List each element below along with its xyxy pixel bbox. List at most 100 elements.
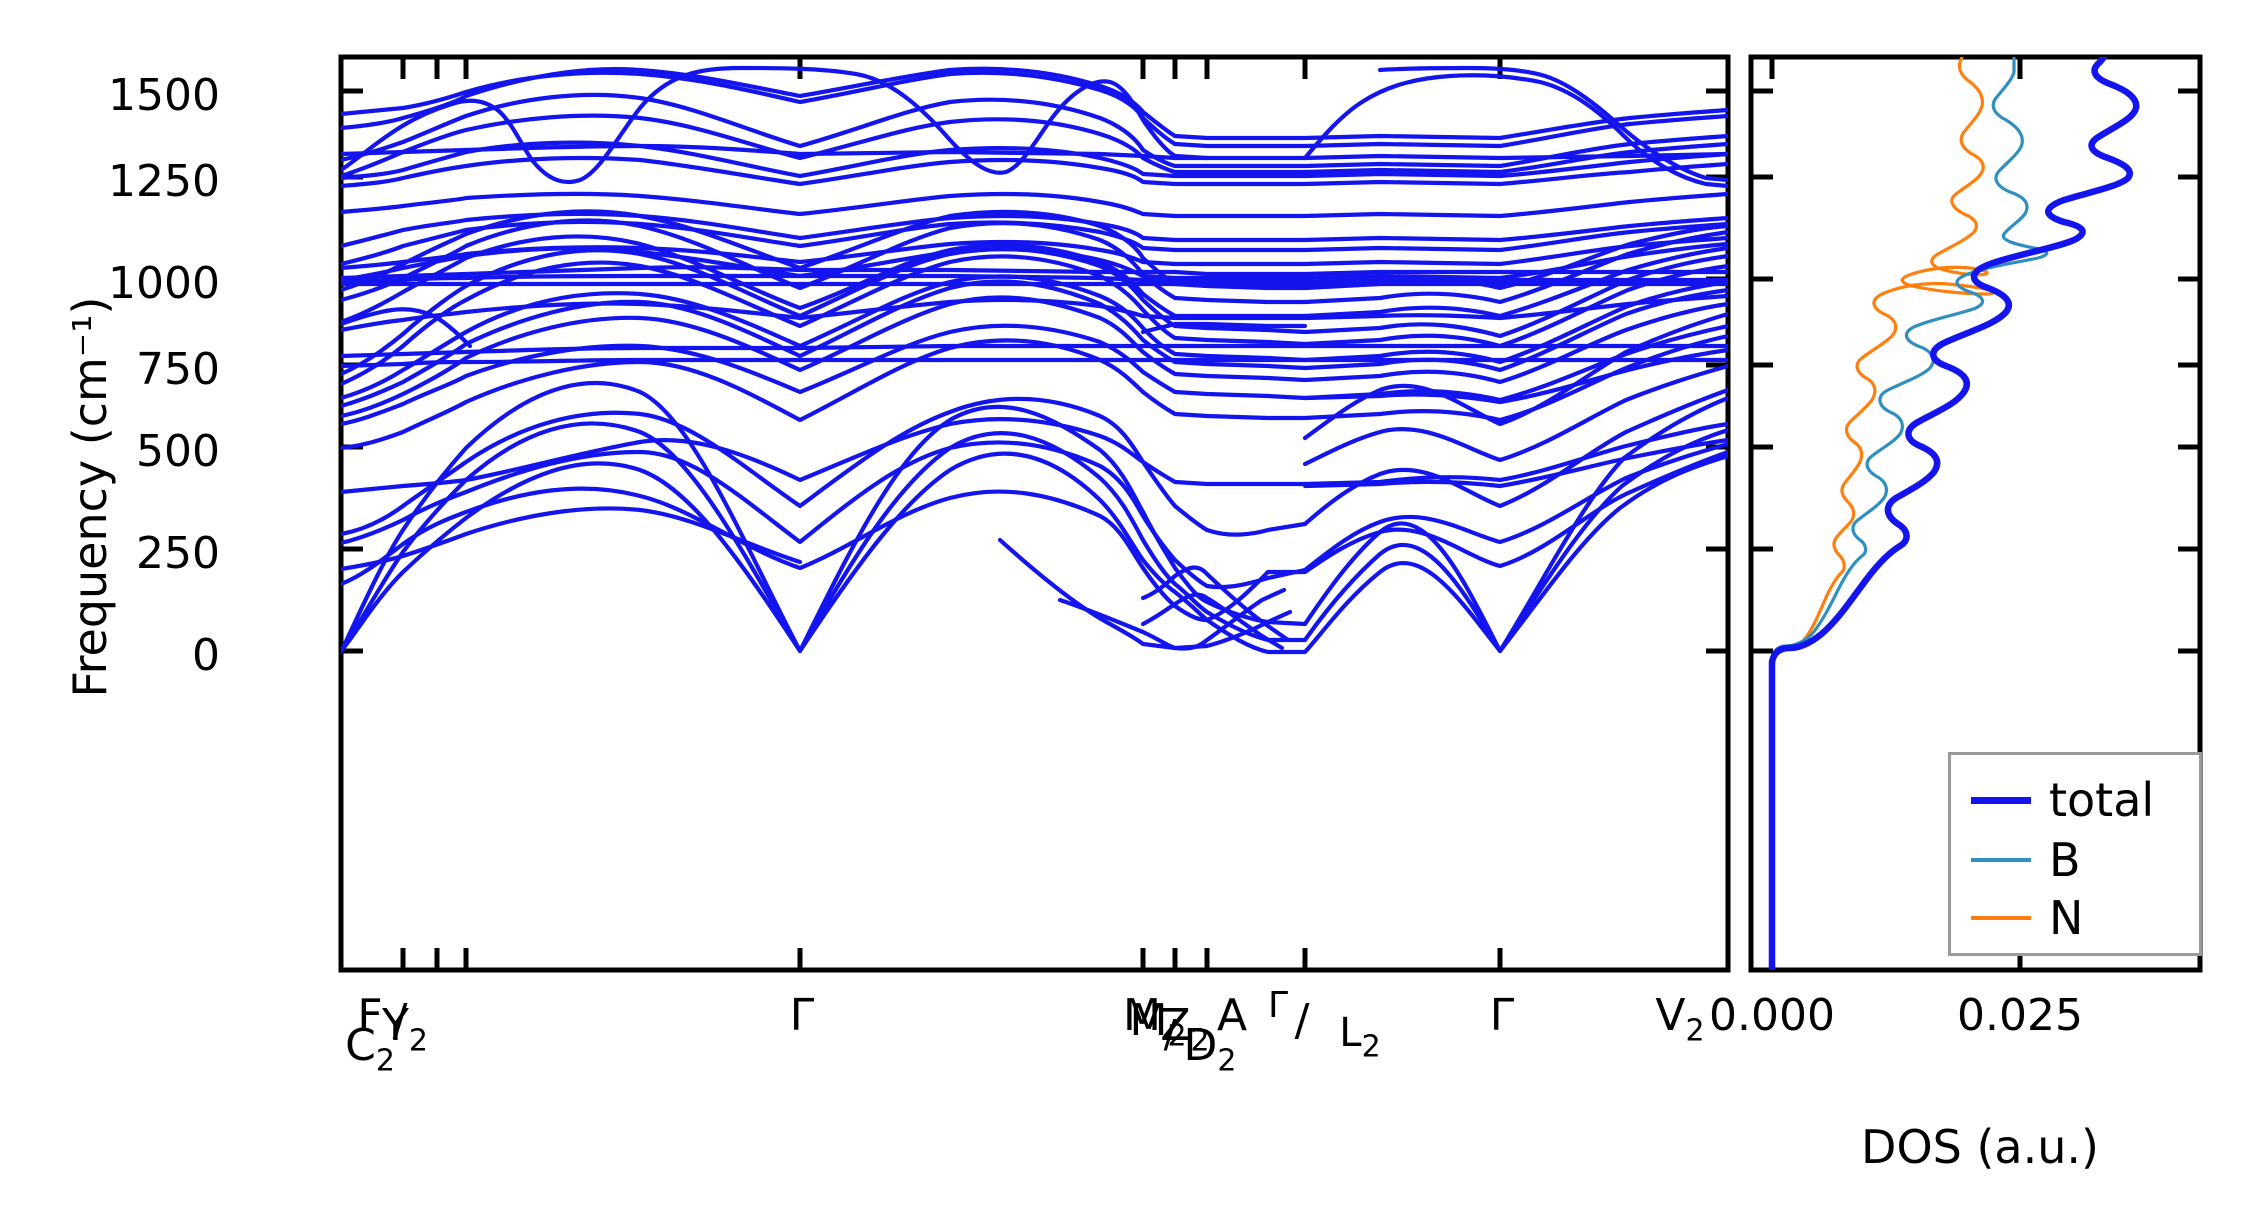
- x-tick-main-gamma-1: Γ: [789, 990, 815, 1041]
- x-tick-label-F: F: [310, 990, 430, 1041]
- x-tick-sub-D: 2: [1217, 1043, 1237, 1079]
- dos-x-axis-title: DOS (a.u.): [1861, 1120, 2099, 1174]
- band-optical-44: [1140, 321, 1308, 335]
- x-tick-label-gamma-3: Γ: [1442, 990, 1562, 1041]
- x-tick-label-Y2: Y2: [345, 1000, 465, 1059]
- band-optical-6: [341, 323, 1728, 427]
- y-tick-label-1000: 1000: [108, 258, 220, 309]
- x-tick-main-D: D: [1183, 1020, 1218, 1071]
- band-optical-14: [341, 293, 1728, 333]
- y-tick-label-1500: 1500: [108, 70, 220, 121]
- band-optical-37: [341, 506, 803, 572]
- band-curves-group: [341, 65, 1728, 655]
- band-panel-frame: [338, 54, 1731, 973]
- legend-label-B: B: [2049, 833, 2081, 887]
- band-acoustic-3: [341, 380, 1728, 655]
- x-tick-main-Y: Y: [382, 1000, 409, 1051]
- x-tick-main-L: L: [1339, 1010, 1362, 1056]
- band-optical-38: [341, 307, 473, 349]
- dos-series-B: [1770, 57, 2049, 970]
- x-tick-label-A: A: [1172, 990, 1292, 1041]
- band-optical-7: [341, 295, 1728, 419]
- x-tick-main-gamma-3: Γ: [1489, 990, 1515, 1041]
- legend-label-total: total: [2049, 773, 2155, 827]
- x-tick-label-L2: L2: [1300, 1010, 1420, 1065]
- band-optical-42: [1302, 347, 1728, 405]
- dos-x-tick-label-1: 0.025: [1957, 990, 2083, 1041]
- x-tick-main-Z: Z: [1160, 1000, 1191, 1051]
- x-tick-main-C: C: [345, 1020, 376, 1071]
- band-optical-12: [341, 357, 1728, 369]
- legend-item-total[interactable]: total: [1971, 777, 2154, 823]
- band-optical-2: [341, 440, 1728, 590]
- y-tick-label-750: 750: [136, 344, 220, 395]
- band-optical-24: [341, 191, 1728, 219]
- dos-legend: total B N: [1948, 752, 2202, 956]
- band-optical-35: [1302, 363, 1728, 467]
- band-acoustic-1: [341, 451, 1728, 655]
- band-optical-3: [341, 387, 1728, 537]
- legend-item-N[interactable]: N: [1971, 895, 2083, 941]
- legend-swatch-total-icon: [1971, 796, 2031, 804]
- x-tick-main-F: F: [357, 990, 383, 1041]
- x-tick-sub-Y: 2: [408, 1023, 428, 1059]
- x-tick-sub-L: 2: [1361, 1029, 1381, 1065]
- band-optical-8: [341, 279, 1728, 409]
- band-optical-5: [341, 333, 1728, 451]
- x-tick-label-M2: M2: [1098, 995, 1218, 1054]
- dos-panel-frame: [1748, 54, 2203, 973]
- y-tick-label-1250: 1250: [108, 156, 220, 207]
- x-tick-label-M: M: [1082, 990, 1202, 1041]
- band-optical-46: [997, 537, 1293, 651]
- band-optical-4: [341, 417, 1728, 495]
- x-tick-main-M: M: [1123, 990, 1161, 1041]
- legend-swatch-b-icon: [1971, 858, 2031, 862]
- x-tick-sub-V: 2: [1685, 1013, 1705, 1049]
- x-tick-main-M2: M: [1129, 995, 1168, 1046]
- band-optical-41: [1302, 437, 1728, 489]
- dos-series-N: [1770, 57, 1996, 970]
- band-optical-22: [341, 219, 1728, 267]
- band-optical-31: [341, 66, 1728, 141]
- band-optical-27: [341, 113, 1728, 179]
- x-tick-separator-1: /: [392, 995, 408, 1046]
- x-tick-main-A: A: [1216, 990, 1248, 1041]
- band-optical-20: [341, 265, 1728, 281]
- legend-label-N: N: [2049, 891, 2084, 945]
- band-optical-28: [341, 92, 1728, 169]
- x-tick-label-gamma-1: Γ: [742, 990, 862, 1041]
- legend-item-B[interactable]: B: [1971, 837, 2081, 883]
- x-tick-separator-3: /: [1294, 995, 1310, 1046]
- x-tick-sub-M2: 2: [1167, 1018, 1187, 1054]
- x-tick-label-C2: C2: [310, 1020, 430, 1079]
- x-tick-main-V: V: [1655, 990, 1686, 1041]
- band-optical-32-dome: [341, 65, 1210, 185]
- dos-curves-group: [1768, 57, 2140, 970]
- x-tick-label-V2: V2: [1620, 990, 1740, 1049]
- band-optical-10: [341, 254, 1728, 387]
- x-tick-label-Z2: Z2: [1125, 1000, 1245, 1059]
- x-tick-label-D2: D2: [1150, 1020, 1270, 1079]
- y-tick-label-0: 0: [192, 630, 220, 681]
- band-optical-33-dome-right: [1302, 73, 1728, 189]
- dos-x-tick-label-0: 0.000: [1709, 990, 1835, 1041]
- y-tick-label-250: 250: [136, 528, 220, 579]
- band-optical-1: [341, 449, 1728, 623]
- legend-swatch-n-icon: [1971, 916, 2031, 920]
- y-tick-label-500: 500: [136, 426, 220, 477]
- band-optical-25: [341, 155, 1728, 189]
- band-optical-34-flat-top: [1377, 65, 1728, 183]
- x-tick-separator-2: /: [1163, 1012, 1177, 1056]
- x-tick-label-gamma-2: Γ: [1238, 985, 1318, 1026]
- band-optical-29: [341, 143, 1728, 161]
- band-optical-39: [1140, 592, 1285, 651]
- x-tick-sub-Z: 2: [1190, 1023, 1210, 1059]
- x-tick-sub-C: 2: [375, 1043, 395, 1079]
- band-optical-23: [341, 211, 1728, 249]
- dos-series-total: [1768, 57, 2140, 970]
- band-optical-21: [341, 235, 1728, 271]
- band-optical-40: [1140, 565, 1291, 643]
- band-optical-30: [341, 70, 1728, 149]
